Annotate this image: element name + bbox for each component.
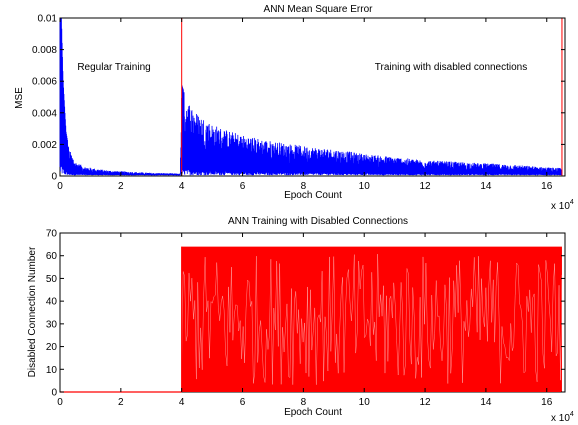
mse-x-tick-label: 12 <box>419 181 431 192</box>
disabled-x-tick-label: 16 <box>541 397 553 408</box>
disabled-y-tick-label: 40 <box>46 297 58 308</box>
mse-y-tick-label: 0.008 <box>32 45 57 56</box>
mse-x-axis-label: Epoch Count <box>284 190 342 201</box>
disabled-x-multiplier-exponent: 4 <box>570 411 574 418</box>
disabled-y-tick-label: 50 <box>46 274 58 285</box>
annotation-training-disabled: Training with disabled connections <box>375 62 528 73</box>
disabled-y-tick-label: 70 <box>46 229 58 240</box>
mse-chart: ANN Mean Square Error Regular Training T… <box>14 4 574 212</box>
mse-vertical-markers <box>181 18 563 176</box>
disabled-x-tick-label: 8 <box>301 397 307 408</box>
disabled-x-tick-label: 2 <box>118 397 124 408</box>
annotation-regular-training: Regular Training <box>77 62 150 73</box>
mse-x-tick-label: 14 <box>480 181 492 192</box>
mse-x-tick-label: 6 <box>240 181 246 192</box>
disabled-x-multiplier: x 104 <box>551 411 574 424</box>
mse-x-multiplier-exponent: 4 <box>570 199 574 206</box>
mse-x-ticks: 0 2 4 6 8 10 12 14 16 <box>57 18 553 192</box>
mse-y-tick-label: 0.01 <box>38 14 58 25</box>
disabled-x-tick-label: 14 <box>480 397 492 408</box>
disabled-series-group <box>60 246 563 393</box>
mse-x-tick-label: 16 <box>541 181 553 192</box>
mse-y-tick-label: 0.006 <box>32 77 57 88</box>
disabled-y-ticks: 0 10 20 30 40 50 60 70 <box>46 229 565 399</box>
disabled-y-axis-label: Disabled Connection Number <box>27 246 38 377</box>
mse-y-tick-label: 0 <box>51 172 57 183</box>
disabled-y-tick-label: 0 <box>51 388 57 399</box>
disabled-x-tick-label: 10 <box>359 397 371 408</box>
mse-y-tick-label: 0.002 <box>32 140 57 151</box>
disabled-x-tick-label: 0 <box>57 397 63 408</box>
disabled-oscillation-band <box>181 246 562 392</box>
mse-y-ticks: 0 0.002 0.004 0.006 0.008 0.01 <box>32 14 565 183</box>
mse-x-tick-label: 10 <box>359 181 371 192</box>
mse-x-tick-label: 4 <box>179 181 185 192</box>
mse-x-tick-label: 2 <box>118 181 124 192</box>
mse-chart-title: ANN Mean Square Error <box>264 4 374 15</box>
mse-y-axis-label: MSE <box>14 87 25 109</box>
disabled-chart-title: ANN Training with Disabled Connections <box>228 216 408 227</box>
disabled-y-tick-label: 60 <box>46 251 58 262</box>
mse-series-line <box>59 17 563 177</box>
mse-y-tick-label: 0.004 <box>32 108 57 119</box>
disabled-x-tick-label: 12 <box>419 397 431 408</box>
disabled-connections-chart: ANN Training with Disabled Connections 0… <box>27 216 574 424</box>
disabled-x-tick-label: 6 <box>240 397 246 408</box>
mse-series-group <box>59 17 563 177</box>
disabled-y-tick-label: 20 <box>46 342 58 353</box>
mse-x-multiplier: x 104 <box>551 199 574 212</box>
disabled-y-tick-label: 10 <box>46 365 58 376</box>
disabled-y-tick-label: 30 <box>46 319 58 330</box>
mse-x-tick-label: 0 <box>57 181 63 192</box>
disabled-x-ticks: 0 2 4 6 8 10 12 14 16 <box>57 233 553 408</box>
disabled-x-axis-label: Epoch Count <box>284 407 342 418</box>
disabled-series-texture <box>181 254 563 385</box>
disabled-x-tick-label: 4 <box>179 397 185 408</box>
mse-x-tick-label: 8 <box>301 181 307 192</box>
